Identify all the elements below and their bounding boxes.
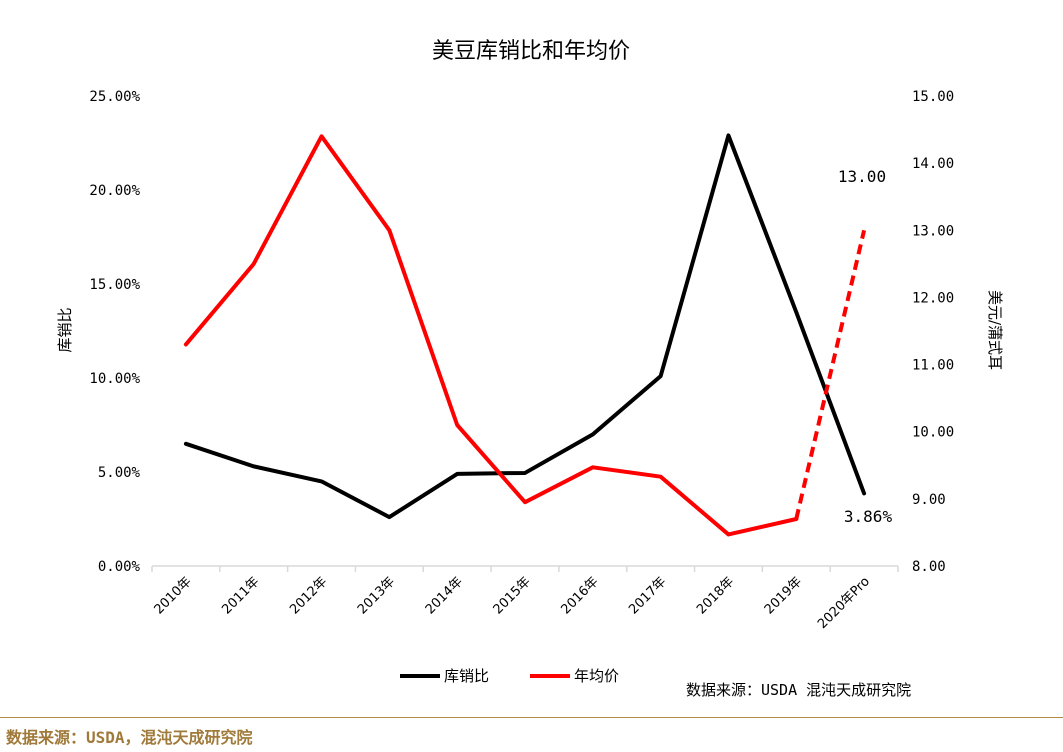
right-tick-label: 8.00 [912,559,946,575]
left-tick-label: 20.00% [89,183,140,199]
category-label: 2010年 [152,574,195,617]
left-tick-label: 25.00% [89,89,140,105]
right-tick-label: 10.00 [912,425,954,441]
right-tick-label: 11.00 [912,358,954,374]
series-line-price [183,134,799,537]
x-axis-labels: 2010年 2011年 2012年 2013年 2014年 2015年 2016年 2017年… [152,574,873,632]
left-tick-label: 10.00% [89,371,140,387]
legend: 库销比 年均价 [400,667,619,685]
category-label: 2011年 [219,574,262,617]
x-axis-ticks [151,566,899,572]
left-tick-label: 15.00% [89,277,140,293]
legend-label-ratio: 库销比 [444,667,489,685]
left-tick-label: 5.00% [98,465,141,481]
category-label: 2018年 [694,574,737,617]
footer: 数据来源：USDA，混沌天成研究院 [0,717,1063,752]
right-axis-label: 美元/蒲式耳 [986,290,1004,370]
right-tick-label: 14.00 [912,156,954,172]
left-axis-label: 库销比 [56,307,74,352]
category-label: 2013年 [355,574,398,617]
chart: 美豆库销比和年均价 0.00% 5.00% 10.00% 15.00% 20.00% 25… [56,39,1004,699]
category-label: 2017年 [626,574,669,617]
category-label: 2019年 [762,574,805,617]
chart-title: 美豆库销比和年均价 [432,39,630,64]
category-label: 2016年 [558,574,601,617]
ratio-end-annotation: 3.86% [844,507,893,526]
series-line-ratio [183,133,867,520]
right-axis-ticks: 8.00 9.00 10.00 11.00 12.00 13.00 14.00 15.00 [912,89,954,575]
category-label: 2015年 [491,574,534,617]
category-label: 2012年 [287,574,330,617]
right-tick-label: 9.00 [912,492,946,508]
category-label: 2020年Pro [815,574,873,632]
left-axis-ticks: 0.00% 5.00% 10.00% 15.00% 20.00% 25.00% [89,89,140,575]
footer-source: 数据来源：USDA，混沌天成研究院 [6,728,253,747]
right-tick-label: 12.00 [912,290,954,306]
price-end-annotation: 13.00 [838,167,886,186]
legend-label-price: 年均价 [574,667,619,685]
series-layer [183,133,867,537]
series-line-price-forecast [794,229,867,520]
right-tick-label: 15.00 [912,89,954,105]
chart-source-note: 数据来源：USDA 混沌天成研究院 [686,681,911,699]
category-label: 2014年 [423,574,466,617]
left-tick-label: 0.00% [98,559,141,575]
right-tick-label: 13.00 [912,223,954,239]
